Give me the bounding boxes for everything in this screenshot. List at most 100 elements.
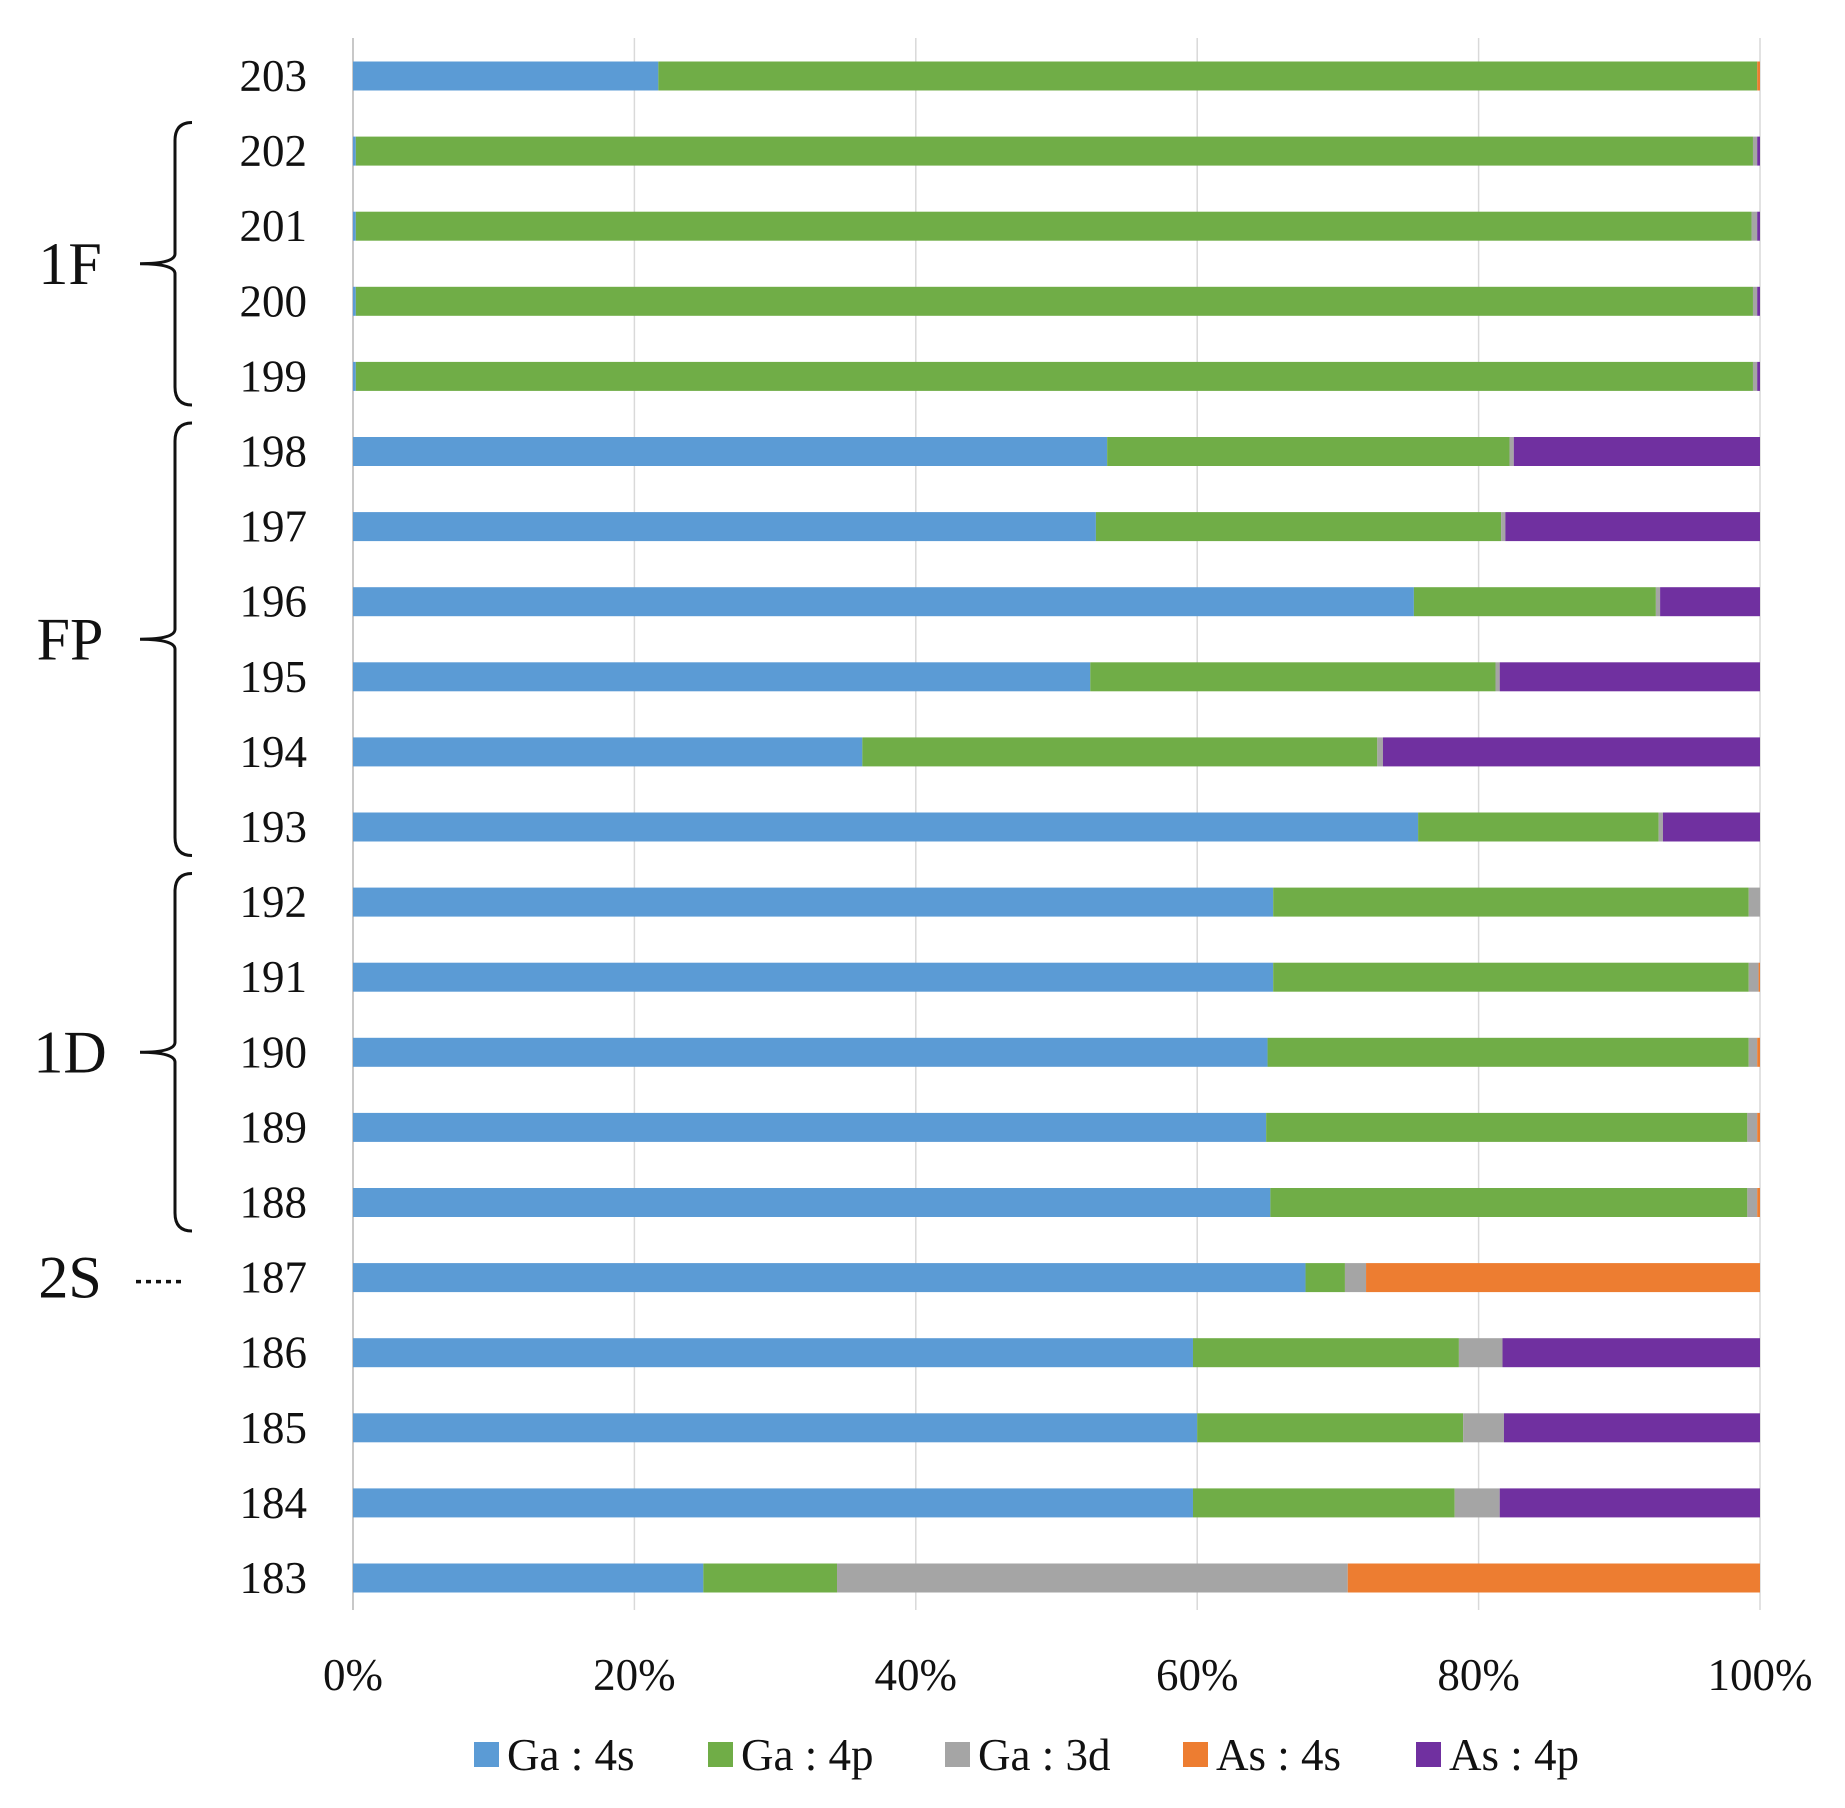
bar-segment — [1273, 962, 1749, 992]
bar-segment — [353, 437, 1108, 466]
bar-segment — [658, 61, 1758, 91]
bar-segment — [1382, 737, 1760, 767]
bar-segment — [1747, 1188, 1758, 1217]
bar-segment — [1495, 662, 1500, 692]
bar-segment — [353, 1263, 1306, 1293]
bar-segment — [1752, 286, 1758, 316]
legend-label: Ga : 4s — [507, 1730, 635, 1780]
bar-segment — [1748, 962, 1759, 992]
group-label: 2S — [38, 1245, 101, 1311]
legend-swatch — [1416, 1742, 1441, 1767]
bar-segment — [1454, 1488, 1500, 1518]
legend: Ga : 4s Ga : 4p Ga : 3d As : 4s As : 4p — [474, 1730, 1579, 1780]
bar-segment — [837, 1563, 1348, 1593]
group-label: FP — [37, 606, 104, 672]
bar-segment — [353, 962, 1274, 992]
bar-segment — [353, 887, 1274, 917]
y-tick-label: 188 — [240, 1178, 308, 1228]
bar-segment — [1505, 512, 1760, 542]
bar-segment — [703, 1563, 838, 1593]
y-tick-label: 201 — [240, 201, 308, 251]
bar-segment — [1197, 1413, 1464, 1443]
y-tick-label: 193 — [240, 802, 308, 852]
bar-segment — [1501, 512, 1506, 542]
legend-swatch — [1183, 1742, 1208, 1767]
group-brace — [139, 121, 193, 407]
y-tick-label: 194 — [240, 727, 308, 777]
y-tick-label: 190 — [240, 1027, 308, 1077]
bar-segment — [353, 286, 356, 316]
bar-segment — [1757, 286, 1760, 316]
bar-segment — [1752, 361, 1758, 391]
bar-segment — [1751, 211, 1758, 241]
legend-label: Ga : 3d — [978, 1730, 1110, 1780]
bar-segment — [355, 361, 1753, 391]
bar-segment — [1658, 812, 1663, 842]
y-tick-label: 192 — [240, 877, 308, 927]
bar-segment — [1366, 1263, 1760, 1293]
bar-segment — [1463, 1413, 1504, 1443]
bar-segment — [1757, 1037, 1760, 1067]
bar-segment — [1347, 1563, 1760, 1593]
legend-label: Ga : 4p — [741, 1730, 873, 1780]
bar-segment — [1266, 1112, 1748, 1142]
bar-segment — [1757, 1112, 1760, 1142]
bar-segment — [353, 1488, 1193, 1518]
bar-segment — [1662, 812, 1760, 842]
y-tick-label: 183 — [240, 1553, 308, 1603]
bar-segment — [1305, 1263, 1345, 1293]
bar-segment — [1090, 662, 1496, 692]
bar-segment — [353, 1037, 1268, 1067]
bar-segment — [353, 662, 1091, 692]
bar-segment — [1513, 437, 1760, 466]
bar-segment — [353, 361, 356, 391]
bar-segment — [353, 737, 863, 767]
bar-segment — [1509, 437, 1514, 466]
bar-segment — [1748, 887, 1760, 917]
bar-segment — [1655, 587, 1661, 617]
bar-segment — [1757, 361, 1760, 391]
legend-swatch — [945, 1742, 970, 1767]
bar-segment — [1377, 737, 1383, 767]
legend-swatch — [474, 1742, 499, 1767]
bar-segment — [1752, 136, 1758, 166]
y-tick-labels: 203 202 201 200 199 198 197 196 195 194 193 192 191 1… — [240, 51, 308, 1603]
bar-segment — [353, 512, 1096, 542]
bar-segment — [1660, 587, 1760, 617]
bar-segment — [353, 1112, 1267, 1142]
bar-segment — [353, 1188, 1271, 1217]
bar-segment — [1757, 1188, 1760, 1217]
bar-segment — [1499, 662, 1760, 692]
legend-label: As : 4s — [1216, 1730, 1341, 1780]
bar-segment — [353, 1338, 1193, 1368]
bar-segment — [1758, 962, 1760, 992]
group-brace — [139, 421, 193, 858]
y-tick-label: 197 — [240, 502, 308, 552]
bar-segment — [1107, 437, 1510, 466]
y-tick-label: 198 — [240, 427, 308, 477]
y-tick-label: 187 — [240, 1253, 308, 1303]
bar-segment — [1273, 887, 1749, 917]
bar-segment — [1192, 1488, 1455, 1518]
x-tick-label: 60% — [1156, 1650, 1239, 1700]
bar-segment — [353, 1413, 1198, 1443]
y-tick-label: 195 — [240, 652, 308, 702]
y-tick-label: 189 — [240, 1102, 308, 1152]
bar-segment — [355, 286, 1753, 316]
bar-segment — [1270, 1188, 1748, 1217]
x-tick-label: 80% — [1437, 1650, 1520, 1700]
bar-segment — [1502, 1338, 1760, 1368]
bar-segment — [1267, 1037, 1749, 1067]
bar-segment — [353, 812, 1419, 842]
legend-label: As : 4p — [1449, 1730, 1579, 1780]
y-tick-label: 200 — [240, 276, 308, 326]
group-annotations: 1F FP 1D 2S — [33, 121, 193, 1311]
x-tick-label: 20% — [593, 1650, 676, 1700]
bar-segment — [1458, 1338, 1503, 1368]
legend-swatch — [708, 1742, 733, 1767]
bar-segment — [1418, 812, 1659, 842]
bar-segment — [353, 587, 1414, 617]
bar-segment — [355, 136, 1753, 166]
y-tick-label: 199 — [240, 351, 308, 401]
